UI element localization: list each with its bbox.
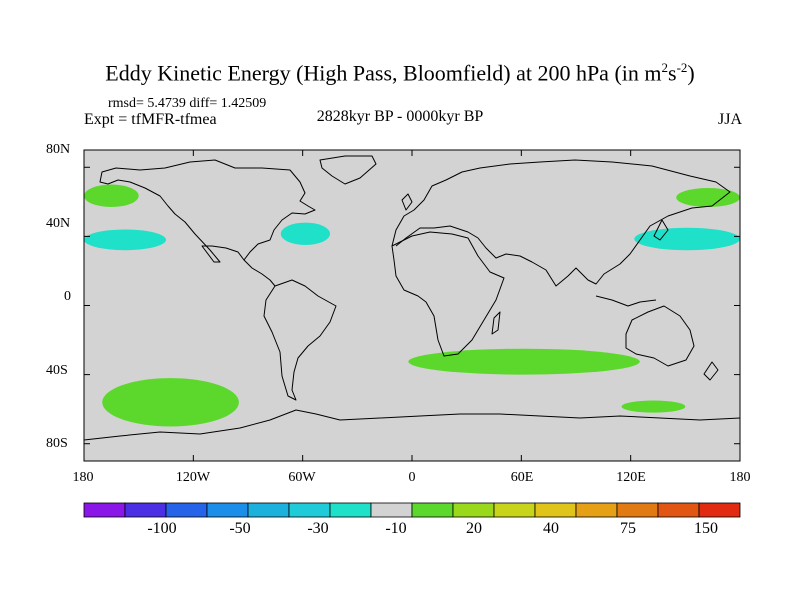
experiment-label: Expt = tfMFR-tfmea — [84, 111, 217, 128]
lat-label-80s: 80S — [46, 436, 68, 451]
colorbar-swatch — [493, 502, 536, 518]
anomaly-south-pacific — [102, 378, 239, 427]
lon-label-0: 0 — [408, 470, 416, 485]
season-label: JJA — [717, 111, 742, 128]
colorbar-label: 150 — [694, 520, 718, 537]
colorbar-swatch — [534, 502, 577, 518]
coast-indonesia — [595, 295, 657, 307]
title-sup-2: 2 — [661, 60, 669, 75]
colorbar-swatch — [124, 502, 167, 518]
coast-eurasia — [391, 159, 731, 287]
anomaly-north-pacific-east — [634, 227, 741, 251]
chart-title: Eddy Kinetic Energy (High Pass, Bloomfie… — [0, 60, 800, 86]
colorbar-label: 20 — [466, 520, 482, 537]
colorbar-swatch — [452, 502, 495, 518]
lon-label-180w: 180 — [72, 470, 94, 485]
lon-label-60e: 60E — [510, 470, 534, 485]
coast-uk — [401, 193, 413, 211]
colorbar-swatch — [206, 502, 249, 518]
anomaly-okhotsk — [676, 188, 740, 208]
colorbar-swatch — [575, 502, 618, 518]
anomaly-south-indian — [408, 348, 640, 375]
coast-central-america — [243, 259, 276, 287]
lon-label-120w: 120W — [175, 470, 211, 485]
colorbar-swatch — [165, 502, 208, 518]
anomaly-north-atlantic — [280, 222, 330, 246]
colorbar-swatch — [370, 502, 413, 518]
coast-antarctica — [83, 409, 741, 441]
colorbar-label: -30 — [307, 520, 329, 537]
coast-new-zealand — [703, 361, 719, 381]
colorbar-swatch — [288, 502, 331, 518]
colorbar-swatch — [411, 502, 454, 518]
lat-label-40s: 40S — [46, 363, 68, 378]
title-s: s — [668, 60, 677, 86]
colorbar-label: 40 — [543, 520, 559, 537]
colorbar — [83, 502, 741, 518]
title-text: Eddy Kinetic Energy (High Pass, Bloomfie… — [105, 60, 662, 86]
colorbar-swatch — [329, 502, 372, 518]
anomaly-alaska-bering — [84, 184, 139, 208]
coast-north-america — [99, 159, 316, 263]
colorbar-swatch — [698, 502, 741, 518]
lat-label-80n: 80N — [46, 142, 71, 157]
colorbar-swatch — [247, 502, 290, 518]
lon-label-180e: 180 — [729, 470, 751, 485]
colorbar-label: -100 — [147, 520, 177, 537]
colorbar-swatch — [616, 502, 659, 518]
lon-label-120e: 120E — [616, 470, 646, 485]
axis-ticks — [83, 150, 741, 461]
coastlines — [83, 155, 741, 441]
coast-africa — [391, 231, 505, 357]
anomaly-south-australia — [621, 400, 686, 413]
coast-japan — [653, 219, 669, 241]
anomaly-layer — [84, 184, 741, 427]
colorbar-label: 75 — [620, 520, 636, 537]
stats-text: rmsd= 5.4739 diff= 1.42509 — [108, 96, 267, 111]
coast-madagascar — [491, 311, 501, 335]
colorbar-swatch — [83, 502, 126, 518]
colorbar-swatch — [657, 502, 700, 518]
colorbar-label: -10 — [385, 520, 407, 537]
lat-label-40n: 40N — [46, 216, 71, 231]
colorbar-label: -50 — [229, 520, 251, 537]
lat-label-0: 0 — [64, 289, 71, 304]
lon-label-60w: 60W — [288, 470, 316, 485]
coast-australia — [625, 305, 695, 367]
anomaly-north-pacific-west — [84, 229, 166, 251]
coast-south-america — [263, 279, 337, 401]
coast-greenland — [319, 155, 377, 185]
title-sup-minus2: -2 — [676, 60, 688, 75]
title-close: ) — [687, 60, 695, 86]
period-label: 2828kyr BP - 0000kyr BP — [316, 108, 484, 125]
